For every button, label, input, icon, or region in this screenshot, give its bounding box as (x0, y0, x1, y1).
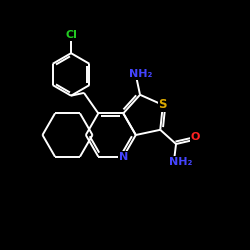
Text: NH₂: NH₂ (129, 69, 152, 79)
Text: N: N (119, 152, 128, 162)
Text: S: S (158, 98, 167, 112)
Text: Cl: Cl (65, 30, 77, 40)
Text: NH₂: NH₂ (169, 157, 192, 167)
Text: O: O (191, 132, 200, 142)
